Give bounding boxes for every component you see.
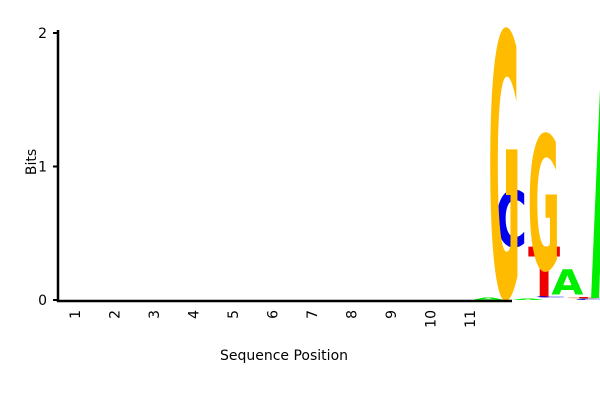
logo-letter-a: A xyxy=(472,297,504,301)
logo-letter-c: C xyxy=(574,298,600,300)
logo-column: CTGA xyxy=(567,0,600,384)
logo-letter-t: T xyxy=(528,233,560,314)
logo-letter-t: T xyxy=(568,297,600,299)
logo-letter-c: C xyxy=(495,175,527,265)
y-axis-title: Bits xyxy=(24,149,40,175)
axes xyxy=(56,30,512,303)
logo-letter-g: G xyxy=(488,0,520,382)
logo-letter-a: A xyxy=(512,298,544,300)
x-tick-label: 4 xyxy=(187,310,203,319)
x-tick-label: 3 xyxy=(147,310,163,319)
x-tick-label: 6 xyxy=(266,310,282,319)
x-tick-label: 8 xyxy=(345,310,361,319)
x-tick-label: 5 xyxy=(226,310,242,319)
x-ticks: 1 2 3 4 5 6 7 8 9 10 11 xyxy=(68,310,479,328)
y-tick-label: 0 xyxy=(38,293,47,309)
x-tick-label: 2 xyxy=(108,310,124,319)
logo-column: A TC xyxy=(472,175,560,313)
y-tick-label: 1 xyxy=(38,160,47,176)
letter-stacks: ATCATCGCTAGCTGATCGAGCTAGTCGTCGATACTTAC xyxy=(472,0,600,384)
x-tick-label: 7 xyxy=(305,310,321,319)
logo-letter-g: G xyxy=(528,99,560,313)
logo-letter-c: C xyxy=(535,296,567,298)
y-ticks: 0 1 2 xyxy=(38,26,58,309)
logo-column: CTAG xyxy=(528,99,600,313)
logo-letter-a: A xyxy=(591,0,600,384)
y-tick-label: 2 xyxy=(38,26,47,42)
logo-letter-a: A xyxy=(551,264,583,304)
x-axis-title: Sequence Position xyxy=(220,348,348,364)
x-tick-label: 11 xyxy=(463,310,479,328)
x-tick-label: 10 xyxy=(424,310,440,328)
x-tick-label: 1 xyxy=(68,310,84,319)
logo-letter-g: G xyxy=(567,298,599,299)
x-tick-label: 9 xyxy=(384,310,400,319)
